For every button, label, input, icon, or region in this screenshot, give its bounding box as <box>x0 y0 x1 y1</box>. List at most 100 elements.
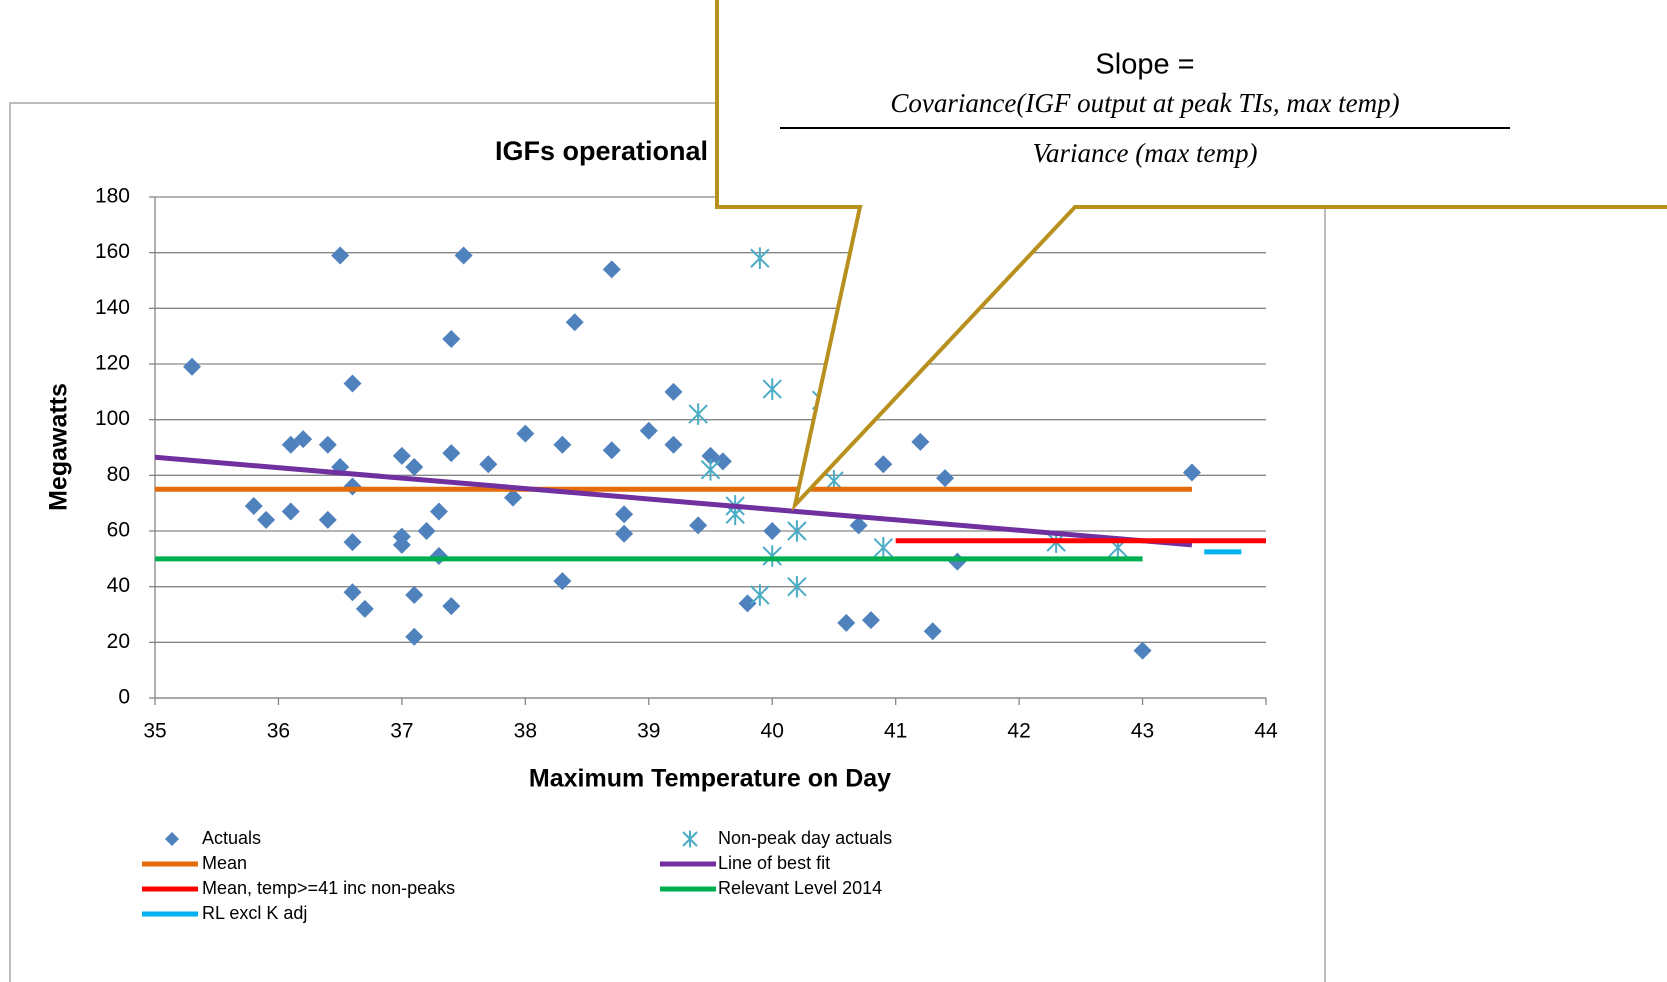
point <box>183 357 202 376</box>
legend-label: Mean <box>202 853 247 873</box>
point <box>1182 463 1201 482</box>
point <box>615 505 634 524</box>
point <box>639 421 658 440</box>
point <box>318 510 337 529</box>
y-tick-label: 180 <box>95 185 130 208</box>
x-tick-label: 38 <box>514 720 537 743</box>
callout-denominator: Variance (max temp) <box>1033 138 1258 168</box>
y-tick-label: 20 <box>107 630 130 653</box>
y-tick-label: 140 <box>95 296 130 319</box>
point <box>762 545 782 567</box>
point <box>405 457 424 476</box>
point <box>343 374 362 393</box>
point <box>442 597 461 616</box>
series-line <box>154 454 1193 548</box>
point <box>700 458 721 481</box>
y-tick-label: 120 <box>95 352 130 375</box>
point <box>762 378 782 400</box>
callout-heading: Slope = <box>1095 49 1194 81</box>
point <box>442 329 461 348</box>
plot-area: 0 20 40 60 80 100 120 140 160 180 35 36 37 38 39 40 41 42… <box>95 185 1278 743</box>
point <box>553 435 572 454</box>
point <box>602 441 621 460</box>
y-tick-label: 160 <box>95 240 130 263</box>
point <box>343 583 362 602</box>
x-tick-label: 37 <box>390 720 413 743</box>
y-tick-label: 40 <box>107 574 130 597</box>
point <box>417 522 436 540</box>
point <box>787 575 807 598</box>
point <box>787 520 807 542</box>
point <box>874 455 893 474</box>
point <box>689 516 708 535</box>
point <box>750 584 770 606</box>
point <box>923 622 942 641</box>
point <box>454 246 473 265</box>
point <box>355 599 374 618</box>
point <box>318 435 337 454</box>
x-axis-title: Maximum Temperature on Day <box>529 765 891 793</box>
point <box>713 452 732 471</box>
x-tick-label: 40 <box>761 720 784 743</box>
x-tick-label: 41 <box>884 720 907 743</box>
point <box>479 455 498 474</box>
x-tick-label: 36 <box>267 720 290 743</box>
point <box>861 611 880 630</box>
point <box>738 594 757 613</box>
y-tick-label: 60 <box>107 519 130 542</box>
point <box>429 502 448 521</box>
y-tick-label: 0 <box>118 686 130 709</box>
x-tick-label: 43 <box>1131 720 1154 743</box>
point <box>281 502 300 521</box>
y-axis-title: Megawatts <box>45 383 73 511</box>
y-tick-label: 80 <box>107 463 130 486</box>
point <box>664 435 683 454</box>
legend-label: Non-peak day actuals <box>718 828 892 848</box>
point <box>750 247 770 270</box>
x-tick-label: 44 <box>1254 720 1278 743</box>
point <box>565 313 584 332</box>
point <box>516 424 535 443</box>
x-tick-label: 39 <box>637 720 660 743</box>
legend-label: Relevant Level 2014 <box>718 878 882 898</box>
point <box>602 260 621 279</box>
legend-label: Actuals <box>202 828 261 848</box>
point <box>405 627 424 646</box>
legend: Actuals Non-peak day actuals Mean Line of b… <box>142 828 892 923</box>
point <box>664 382 683 401</box>
point <box>442 444 461 463</box>
point <box>688 403 708 425</box>
point <box>849 516 868 535</box>
point <box>257 510 276 529</box>
point <box>553 572 572 591</box>
legend-label: RL excl K adj <box>202 903 307 923</box>
point <box>615 524 634 543</box>
point <box>936 469 955 488</box>
point <box>763 522 782 540</box>
point <box>244 496 263 515</box>
point <box>343 533 362 552</box>
point <box>873 536 894 559</box>
point <box>392 535 411 554</box>
point <box>392 446 411 465</box>
chart-title: IGFs operational <box>495 136 708 166</box>
callout-numerator: Covariance(IGF output at peak TIs, max t… <box>890 88 1399 118</box>
point <box>405 586 424 605</box>
x-tick-label: 42 <box>1007 720 1030 743</box>
point <box>503 488 522 507</box>
x-tick-label: 35 <box>143 720 166 743</box>
point <box>294 430 313 449</box>
point <box>911 432 930 451</box>
callout-box <box>715 0 1667 512</box>
legend-label: Mean, temp>=41 inc non-peaks <box>202 878 455 898</box>
point <box>837 613 856 632</box>
legend-marker <box>165 832 179 846</box>
callout: Slope = Covariance(IGF output at peak TI… <box>715 0 1667 512</box>
y-tick-label: 100 <box>95 407 130 430</box>
point <box>1133 641 1152 660</box>
legend-label: Line of best fit <box>718 853 830 873</box>
legend-marker <box>682 830 698 848</box>
point <box>331 246 350 265</box>
